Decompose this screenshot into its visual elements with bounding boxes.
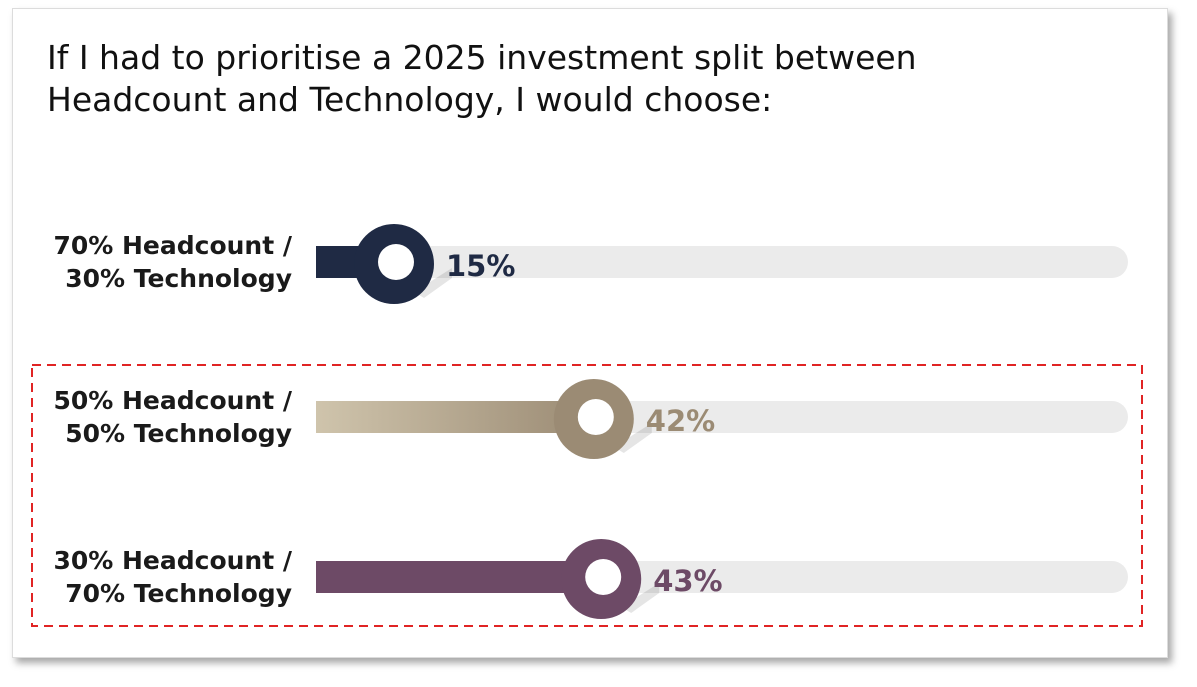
slider-knob-hole (577, 399, 614, 435)
category-label: 50% Headcount / (53, 386, 292, 415)
category-label: 30% Headcount / (53, 546, 292, 575)
value-label: 43% (653, 564, 722, 598)
bar-track (316, 246, 1128, 278)
bar-fill (316, 561, 602, 593)
value-label: 42% (646, 404, 715, 438)
value-label: 15% (446, 249, 515, 283)
chart-title: If I had to prioritise a 2025 investment… (47, 38, 917, 119)
category-label: 50% Technology (65, 419, 292, 448)
bar-fill (316, 401, 594, 433)
highlight-box (31, 364, 1143, 627)
category-label: 70% Headcount / (53, 231, 292, 260)
category-label: 70% Technology (65, 579, 292, 608)
category-label: 30% Technology (65, 264, 292, 293)
slider-knob-hole (585, 559, 622, 595)
slider-knob-hole (378, 244, 414, 280)
